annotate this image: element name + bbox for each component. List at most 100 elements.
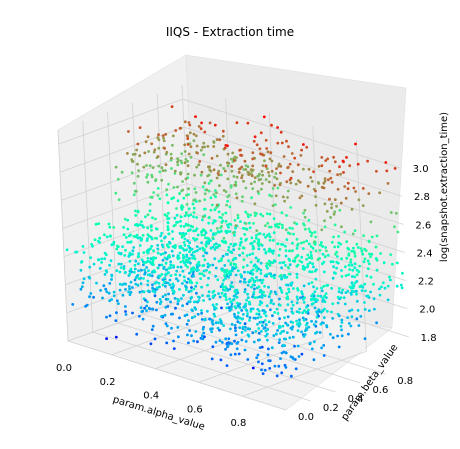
data-point: [232, 262, 236, 266]
data-point: [313, 290, 317, 294]
data-point: [312, 302, 315, 305]
data-point: [262, 327, 266, 330]
data-point: [195, 165, 199, 169]
data-point: [251, 187, 255, 191]
data-point: [401, 271, 404, 275]
data-point: [185, 313, 189, 317]
data-point: [381, 281, 385, 285]
data-point: [273, 273, 277, 277]
data-point: [195, 237, 199, 241]
data-point: [335, 260, 339, 264]
data-point: [323, 255, 327, 259]
data-point: [196, 312, 200, 316]
data-point: [312, 170, 315, 174]
data-point: [354, 142, 357, 146]
data-point: [263, 312, 266, 315]
data-point: [324, 159, 328, 163]
data-point: [164, 169, 167, 172]
data-point: [165, 341, 169, 345]
data-point: [288, 263, 292, 267]
data-point: [308, 270, 312, 274]
data-point: [274, 194, 278, 198]
data-point: [181, 282, 184, 285]
data-point: [220, 239, 224, 243]
data-point: [165, 188, 169, 192]
data-point: [171, 143, 174, 147]
data-point: [176, 326, 180, 329]
data-point: [353, 254, 357, 258]
data-point: [267, 180, 271, 184]
data-point: [213, 123, 217, 127]
data-point: [143, 272, 147, 276]
data-point: [275, 167, 278, 171]
data-point: [187, 319, 190, 322]
data-point: [136, 209, 140, 213]
data-point: [253, 240, 256, 243]
data-point: [300, 352, 304, 356]
data-point: [307, 256, 311, 259]
data-point: [233, 233, 236, 237]
data-point: [152, 256, 156, 260]
data-point: [257, 327, 261, 330]
data-point: [234, 192, 238, 196]
data-point: [206, 309, 209, 313]
data-point: [320, 185, 324, 189]
data-point: [214, 245, 218, 249]
data-point: [131, 252, 134, 256]
data-point: [314, 195, 317, 199]
data-point: [160, 166, 164, 170]
data-point: [296, 329, 300, 332]
data-point: [158, 170, 162, 174]
data-point: [280, 242, 283, 246]
data-point: [195, 245, 199, 249]
data-point: [266, 338, 269, 342]
data-point: [298, 180, 302, 184]
data-point: [151, 216, 154, 220]
data-point: [264, 334, 268, 338]
data-point: [161, 252, 165, 256]
data-point: [330, 286, 333, 290]
data-point: [143, 261, 146, 265]
data-point: [400, 286, 404, 290]
data-point: [304, 310, 308, 314]
data-point: [129, 240, 133, 244]
data-point: [233, 159, 236, 162]
data-point: [228, 205, 232, 209]
data-point: [185, 255, 189, 259]
data-point: [325, 324, 328, 327]
data-point: [360, 249, 364, 253]
data-point: [265, 332, 269, 336]
data-point: [290, 249, 293, 253]
data-point: [283, 363, 287, 367]
data-point: [254, 329, 258, 333]
data-point: [138, 290, 142, 294]
data-point: [288, 226, 292, 230]
data-point: [173, 216, 177, 220]
data-point: [320, 286, 323, 290]
data-point: [167, 232, 171, 236]
data-point: [260, 281, 264, 285]
data-point: [107, 222, 111, 226]
data-point: [258, 172, 261, 176]
data-point: [112, 226, 116, 229]
data-point: [201, 264, 205, 267]
data-point: [192, 199, 196, 202]
data-point: [346, 316, 349, 319]
data-point: [221, 254, 225, 258]
data-point: [224, 347, 227, 351]
data-point: [283, 316, 286, 320]
data-point: [160, 263, 164, 267]
data-point: [346, 181, 350, 185]
data-point: [195, 144, 199, 148]
data-point: [200, 285, 204, 289]
data-point: [337, 290, 341, 294]
data-point: [126, 130, 130, 133]
data-point: [124, 313, 128, 316]
data-point: [242, 258, 246, 262]
data-point: [386, 182, 390, 185]
data-point: [350, 293, 353, 296]
data-point: [337, 345, 341, 349]
data-point: [192, 254, 196, 258]
data-point: [316, 312, 319, 316]
data-point: [359, 247, 363, 250]
